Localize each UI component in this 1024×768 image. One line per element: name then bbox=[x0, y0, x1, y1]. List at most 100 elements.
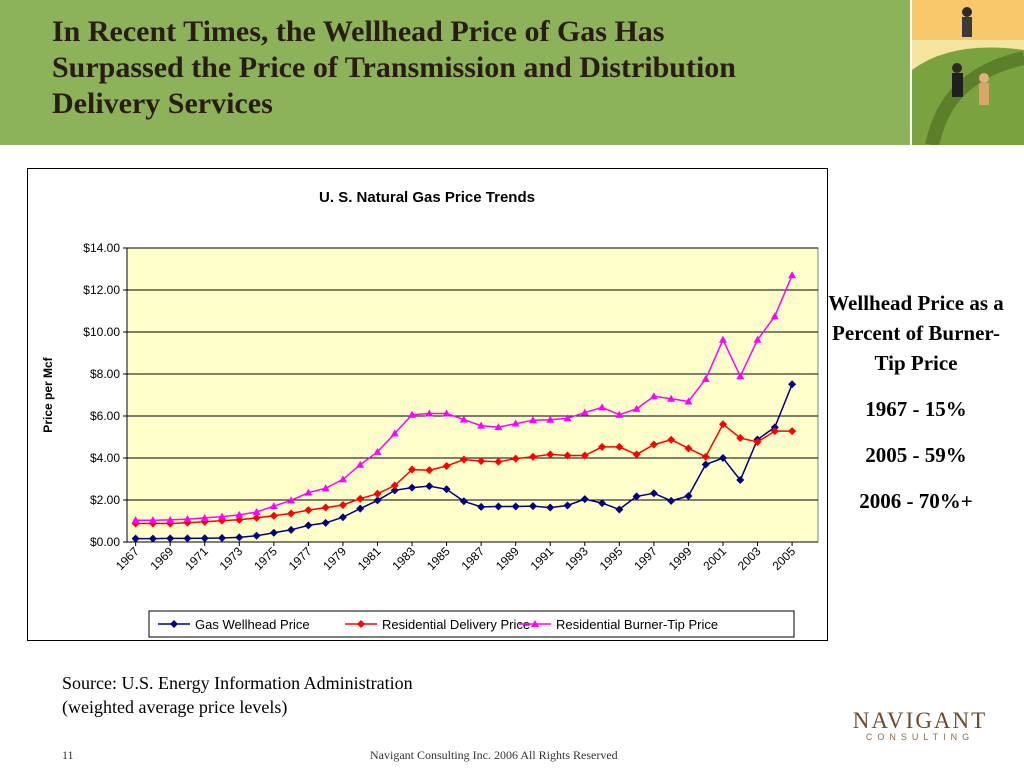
x-tick-label: 1981 bbox=[355, 544, 384, 573]
data-point bbox=[442, 409, 451, 417]
x-tick-label: 2001 bbox=[700, 544, 729, 573]
data-point bbox=[649, 392, 658, 400]
x-tick-label: 1991 bbox=[528, 544, 557, 573]
data-point bbox=[166, 515, 175, 523]
data-point bbox=[615, 505, 624, 514]
data-point bbox=[736, 372, 745, 380]
x-tick-label: 1975 bbox=[251, 544, 280, 573]
x-tick-label: 1995 bbox=[597, 544, 626, 573]
data-point bbox=[667, 435, 676, 444]
corner-illustration bbox=[912, 0, 1024, 145]
data-point bbox=[321, 484, 330, 492]
data-point bbox=[563, 451, 572, 460]
data-point bbox=[580, 408, 589, 416]
data-point bbox=[287, 525, 296, 534]
data-point bbox=[442, 485, 451, 494]
data-point bbox=[511, 454, 520, 463]
y-axis-label: Price per Mcf bbox=[41, 356, 55, 432]
data-point bbox=[546, 503, 555, 512]
y-tick-label: $14.00 bbox=[83, 241, 120, 255]
data-point bbox=[408, 410, 417, 418]
y-tick-label: $10.00 bbox=[83, 325, 120, 339]
stat-2005: 2005 - 59% bbox=[865, 443, 967, 467]
data-point bbox=[528, 502, 537, 511]
x-tick-label: 1987 bbox=[458, 544, 487, 573]
data-point bbox=[649, 489, 658, 498]
y-tick-label: $2.00 bbox=[90, 493, 120, 507]
illustration-figures bbox=[952, 7, 989, 105]
y-tick-label: $8.00 bbox=[90, 367, 120, 381]
source-line-2: (weighted average price levels) bbox=[62, 697, 288, 717]
data-point bbox=[701, 375, 710, 383]
data-point bbox=[390, 486, 399, 495]
data-point bbox=[131, 516, 140, 524]
data-point bbox=[632, 492, 641, 501]
data-point bbox=[615, 442, 624, 451]
y-tick-label: $6.00 bbox=[90, 409, 120, 423]
data-point bbox=[287, 509, 296, 518]
title-line: In Recent Times, the Wellhead Price of G… bbox=[52, 15, 665, 48]
x-tick-label: 1977 bbox=[286, 544, 315, 573]
data-point bbox=[736, 434, 745, 443]
data-point bbox=[563, 414, 572, 422]
data-point bbox=[598, 499, 607, 508]
data-point bbox=[183, 515, 192, 523]
data-point bbox=[304, 506, 313, 515]
x-tick-label: 1973 bbox=[217, 544, 246, 573]
data-point bbox=[598, 403, 607, 411]
data-point bbox=[632, 450, 641, 459]
wellhead-percent-note: Wellhead Price as a Percent of Burner-Ti… bbox=[826, 288, 1006, 516]
data-point bbox=[477, 421, 486, 429]
data-point bbox=[788, 380, 797, 389]
data-point bbox=[546, 450, 555, 459]
stat-1967: 1967 - 15% bbox=[865, 397, 967, 421]
source-note: Source: U.S. Energy Information Administ… bbox=[62, 671, 413, 719]
data-point bbox=[511, 502, 520, 511]
data-point bbox=[356, 494, 365, 503]
data-point bbox=[218, 534, 227, 543]
y-tick-label: $0.00 bbox=[90, 535, 120, 549]
price-trends-chart: U. S. Natural Gas Price Trends $0.00 $2.00… bbox=[41, 189, 819, 638]
page-number: 11 bbox=[62, 748, 74, 762]
data-point bbox=[511, 419, 520, 427]
note-heading: Wellhead Price as a Percent of Burner-Ti… bbox=[828, 291, 1004, 375]
data-point bbox=[252, 507, 261, 515]
y-tick-label: $12.00 bbox=[83, 283, 120, 297]
data-point bbox=[718, 420, 727, 429]
data-point bbox=[580, 451, 589, 460]
data-point bbox=[131, 534, 140, 543]
data-point bbox=[425, 409, 434, 417]
legend-box bbox=[148, 610, 795, 638]
data-point bbox=[183, 534, 192, 543]
data-point bbox=[632, 404, 641, 412]
illustration-path bbox=[925, 51, 1024, 145]
chart-frame: U. S. Natural Gas Price Trends $0.00 $2.00… bbox=[27, 168, 828, 641]
data-point bbox=[373, 489, 382, 498]
data-point bbox=[667, 394, 676, 402]
data-point bbox=[684, 397, 693, 405]
x-tick-label: 1983 bbox=[389, 544, 418, 573]
data-point bbox=[477, 457, 486, 466]
data-point bbox=[459, 415, 468, 423]
legend-marker bbox=[531, 620, 539, 627]
header-band bbox=[0, 0, 910, 145]
data-point bbox=[235, 510, 244, 518]
data-point bbox=[770, 312, 779, 320]
legend-marker bbox=[357, 620, 365, 628]
x-tick-label: 1985 bbox=[424, 544, 453, 573]
data-point bbox=[373, 496, 382, 505]
data-point bbox=[701, 460, 710, 469]
source-line-1: Source: U.S. Energy Information Administ… bbox=[62, 673, 413, 693]
x-tick-label: 1997 bbox=[631, 544, 660, 573]
data-point bbox=[235, 533, 244, 542]
data-point bbox=[684, 492, 693, 501]
stat-2006: 2006 - 70%+ bbox=[859, 489, 973, 513]
data-point bbox=[684, 444, 693, 453]
title-line: Delivery Services bbox=[52, 87, 273, 120]
data-point bbox=[218, 516, 227, 525]
data-point bbox=[200, 517, 209, 526]
data-point bbox=[356, 460, 365, 468]
x-tick-label: 1969 bbox=[148, 544, 177, 573]
x-tick-label: 2005 bbox=[769, 544, 798, 573]
data-point bbox=[580, 495, 589, 504]
